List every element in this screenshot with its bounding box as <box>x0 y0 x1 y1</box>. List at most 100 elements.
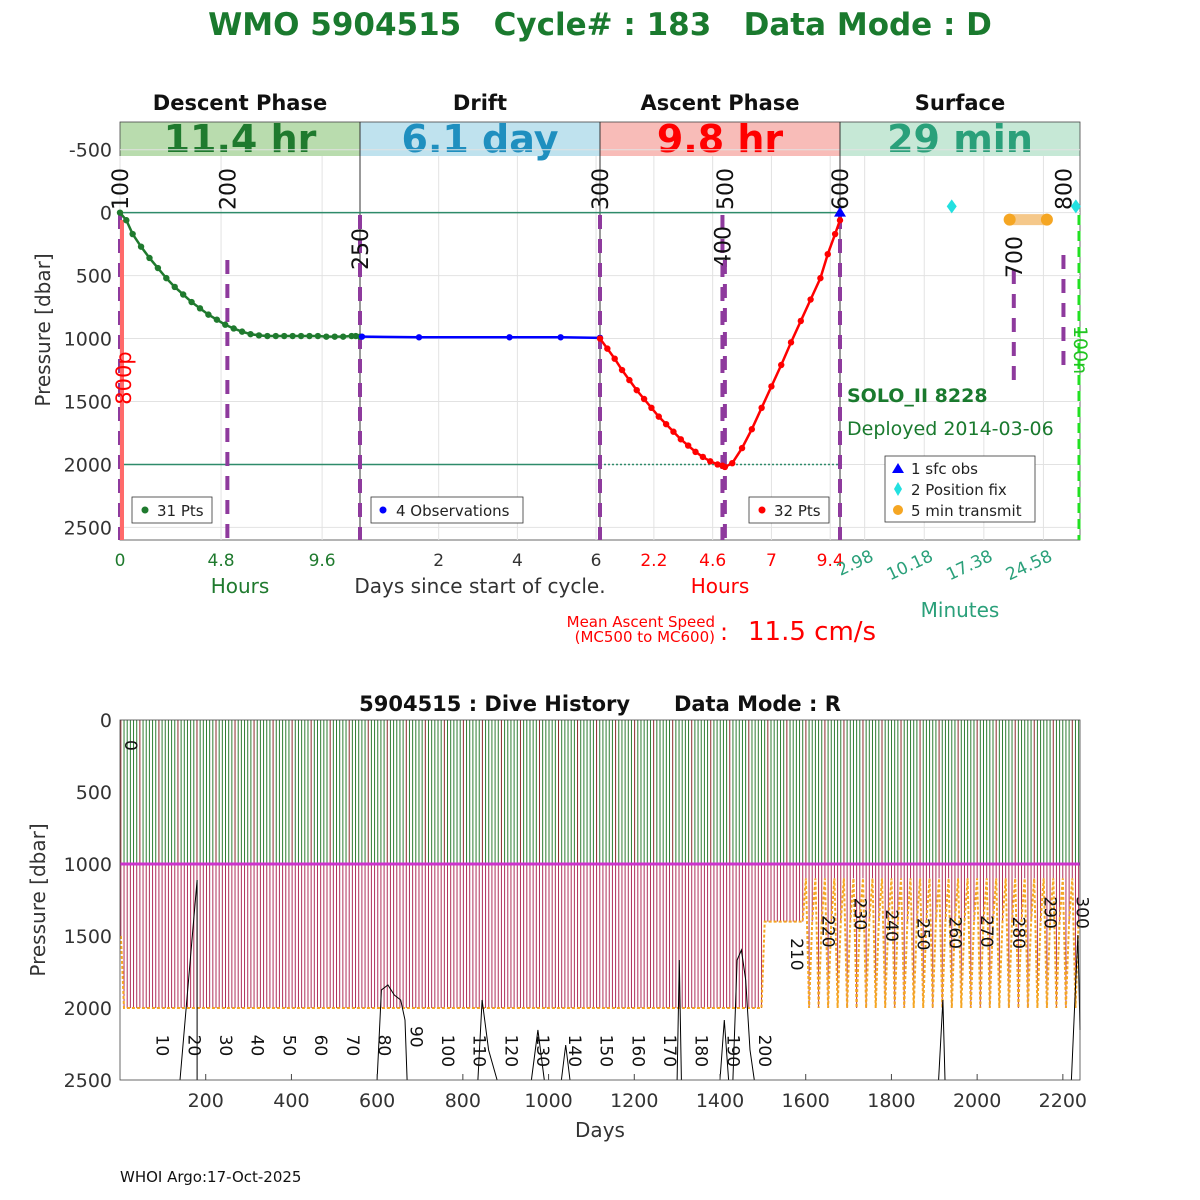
series-point-ascent <box>836 217 844 224</box>
bathymetry-segment <box>376 984 408 1081</box>
legend-sfc-obs-label: 1 sfc obs <box>911 460 978 478</box>
legend-transmit-label: 5 min transmit <box>911 502 1022 520</box>
bathymetry-segment <box>732 948 755 1081</box>
dive-history-y-label: Pressure [dbar] <box>26 823 50 976</box>
series-point-descent <box>238 328 246 335</box>
phase-duration-1: 6.1 day <box>402 117 559 161</box>
series-point-ascent <box>633 386 640 394</box>
series-point-descent <box>154 264 162 272</box>
dive-history-y-tick: 1000 <box>64 854 112 876</box>
series-point-descent <box>339 333 347 340</box>
dive-history-x-tick: 1200 <box>610 1090 658 1112</box>
cycle-label: 30 <box>215 1035 235 1057</box>
sfc-obs-point <box>834 206 846 217</box>
cycle-x-tick: 10.18 <box>884 546 937 585</box>
cycle-label: 130 <box>532 1035 552 1067</box>
series-point-ascent <box>670 428 677 435</box>
series-point-ascent <box>787 339 795 346</box>
series-point-descent <box>272 332 279 340</box>
phase-duration-2: 9.8 hr <box>657 117 784 161</box>
side-label-left: 800p <box>112 351 136 404</box>
dive-history-x-tick: 600 <box>359 1090 395 1112</box>
series-point-ascent <box>817 274 824 282</box>
cycle-y-label: Pressure [dbar] <box>31 253 55 406</box>
mission-marker-label: 250 <box>349 228 374 270</box>
series-point-ascent <box>797 317 805 325</box>
cycle-y-tick: 2500 <box>64 517 112 539</box>
series-point-drift <box>506 334 513 341</box>
cycle-label: 170 <box>659 1035 679 1067</box>
dive-history-x-label: Days <box>575 1118 625 1142</box>
dive-history-y-tick: 500 <box>76 782 112 804</box>
dive-history-x-tick: 1800 <box>867 1090 915 1112</box>
cycle-y-tick: 0 <box>100 203 112 225</box>
series-point-ascent <box>778 361 785 369</box>
profile-depth-path <box>119 878 1080 1009</box>
bathymetry-segment <box>1070 934 1081 1081</box>
series-point-descent <box>281 332 288 340</box>
series-point-descent <box>123 217 130 224</box>
series-point-descent <box>314 332 322 340</box>
dive-history-title: 5904515 : Dive History Data Mode : R <box>359 692 841 716</box>
cycle-label: 180 <box>691 1035 711 1067</box>
cycle-label: 0 <box>120 740 140 751</box>
cycle-y-tick: 2000 <box>64 454 112 476</box>
series-point-ascent <box>831 230 839 238</box>
ascent-speed-label-1: Mean Ascent Speed <box>567 613 715 631</box>
cycle-label: 160 <box>627 1035 647 1067</box>
series-line-drift <box>361 335 601 340</box>
cycle-label: 190 <box>722 1035 742 1067</box>
ascent-speed: Mean Ascent Speed (MC500 to MC600) : 11.… <box>567 613 876 647</box>
series-point-descent <box>255 332 263 339</box>
phase-band-1 <box>360 122 600 156</box>
cycle-x-tick: 9.6 <box>309 551 336 571</box>
side-label-right: 100n <box>1069 326 1091 374</box>
ascent-speed-colon: : <box>720 618 728 646</box>
mission-marker-label: 500 <box>714 168 739 210</box>
cycle-label: 210 <box>786 938 806 970</box>
phase-duration-0: 11.4 hr <box>164 117 317 161</box>
ascent-speed-value: 11.5 cm/s <box>748 617 876 647</box>
series-point-descent <box>297 332 305 340</box>
series-point-ascent <box>824 250 831 258</box>
bathymetry-segment <box>179 879 198 1081</box>
series-point-descent <box>306 332 313 340</box>
cycle-x-tick: 2.2 <box>640 551 667 571</box>
phase-unit-drift: Days since start of cycle. <box>354 574 605 598</box>
dive-history-y-ticks: 0 500 1000 1500 2000 2500 <box>64 710 112 1092</box>
series-point-descent <box>323 333 330 340</box>
cycle-label: 290 <box>1040 896 1060 928</box>
series-point-ascent <box>604 345 611 352</box>
series-point-ascent <box>618 366 626 374</box>
legend-position-fix-label: 2 Position fix <box>911 481 1007 499</box>
series-point-descent <box>222 321 229 328</box>
dive-history-y-tick: 1500 <box>64 926 112 948</box>
series-point-descent <box>163 274 170 282</box>
phase-unit-descent: Hours <box>211 574 270 598</box>
cycle-x-tick: 24.58 <box>1003 546 1056 585</box>
cycle-label: 150 <box>596 1035 616 1067</box>
bathymetry-segment <box>560 1044 571 1081</box>
legend-position-fix-marker <box>894 482 902 496</box>
legend-sfc-obs-marker <box>892 463 904 473</box>
cycle-label: 60 <box>310 1035 330 1057</box>
series-point-descent <box>196 305 204 312</box>
float-name: SOLO_II 8228 <box>847 385 988 407</box>
series-point-descent <box>137 243 145 250</box>
position-fix-point <box>1070 199 1081 214</box>
mission-marker-label: 300 <box>589 168 614 210</box>
dive-history-x-tick: 800 <box>445 1090 481 1112</box>
series-point-descent <box>247 330 254 338</box>
cycle-label: 10 <box>152 1035 172 1057</box>
cycle-x-tick: 4.8 <box>208 551 235 571</box>
phase-band-2 <box>600 122 840 156</box>
cycle-label: 20 <box>183 1035 203 1057</box>
series-point-ascent <box>655 413 662 420</box>
cycle-label: 280 <box>1008 917 1028 949</box>
transmit-point <box>1040 213 1053 226</box>
legend-descent: 31 Pts <box>131 496 213 524</box>
cycle-x-tick: 9.4 <box>817 551 844 571</box>
legend-descent-marker <box>141 506 149 514</box>
